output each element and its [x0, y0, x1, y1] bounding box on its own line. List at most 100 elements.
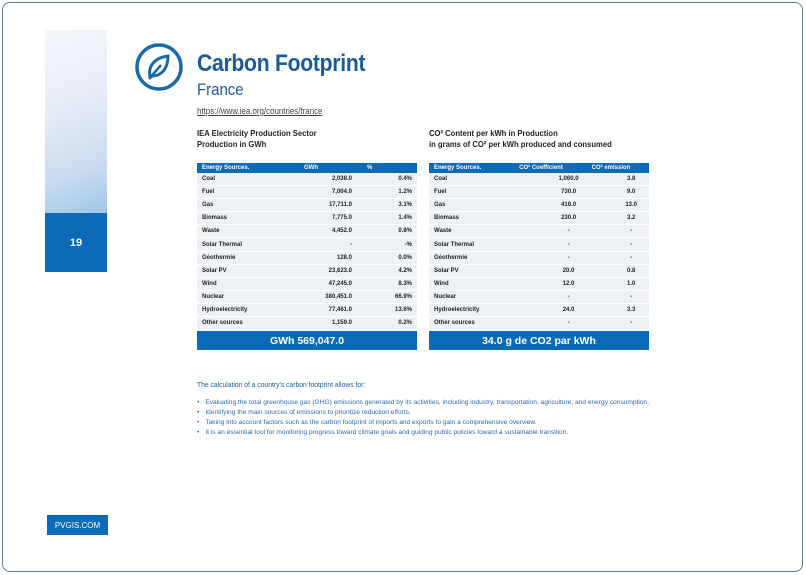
value-cell: - — [567, 320, 570, 327]
column-header: Energy Sources. — [434, 165, 482, 171]
source-cell: Nuclear — [434, 293, 457, 300]
table-row: Waste 4,452.0 0.8% — [197, 225, 417, 239]
value-cell: - — [630, 293, 633, 300]
value-cell: - — [630, 254, 633, 261]
value-cell: 4,452.0 — [331, 228, 352, 235]
value-cell: 3.1% — [398, 202, 412, 209]
source-cell: Coal — [202, 176, 216, 183]
value-cell: - — [630, 241, 633, 248]
value-cell: 12.0 — [562, 280, 575, 287]
value-cell: 17,711.0 — [328, 202, 352, 209]
value-cell: 24.0 — [562, 306, 575, 313]
value-cell: 9.0 — [626, 189, 636, 196]
value-cell: 4.2% — [398, 267, 412, 274]
list-item: Taking into account factors such as the … — [197, 418, 757, 428]
table-row: Solar Thermal - - — [429, 238, 649, 252]
source-cell: Waste — [202, 228, 220, 235]
list-item: Evaluating the total greenhouse gas (GHG… — [197, 398, 757, 408]
table-row: Gas 418.0 13.0 — [429, 199, 649, 213]
value-cell: 66.9% — [394, 293, 412, 300]
value-cell: 1.0 — [626, 280, 636, 287]
source-link[interactable]: https://www.iea.org/countries/france — [197, 106, 323, 116]
value-cell: 7,004.0 — [331, 189, 352, 196]
source-cell: Solar Thermal — [202, 241, 243, 248]
production-heading-line1: IEA Electricity Production Sector — [197, 128, 317, 138]
source-cell: Gas — [202, 202, 214, 209]
value-cell: 1,060.0 — [558, 176, 579, 183]
value-cell: 7,775.0 — [331, 215, 352, 222]
table-row: Solar PV 23,623.0 4.2% — [197, 264, 417, 278]
source-cell: Gas — [434, 202, 446, 209]
table-row: Coal 1,060.0 3.8 — [429, 173, 649, 187]
table-row: Fuel 7,004.0 1.2% — [197, 186, 417, 200]
page-number: 19 — [45, 213, 107, 272]
source-cell: Géothermie — [202, 254, 236, 261]
value-cell: 23,623.0 — [328, 267, 352, 274]
source-cell: Waste — [434, 228, 452, 235]
table-row: Fuel 730.0 9.0 — [429, 186, 649, 200]
source-cell: Other sources — [202, 320, 243, 327]
list-item: Identifying the main sources of emission… — [197, 408, 757, 418]
pvgis-link-button[interactable]: PVGIS.COM — [47, 515, 108, 535]
table-row: Géothermie 128.0 0.0% — [197, 251, 417, 265]
column-header: GWh — [304, 165, 318, 171]
value-cell: - — [350, 241, 352, 248]
table-row: Wind 12.0 1.0 — [429, 277, 649, 291]
value-cell: 77,461.0 — [328, 306, 352, 313]
table-row: Waste - - — [429, 225, 649, 239]
table-row: Nuclear 380,451.0 66.9% — [197, 290, 417, 304]
table-row: Solar Thermal - -% — [197, 238, 417, 252]
co2-heading: CO² Content per kWh in Production in gra… — [429, 128, 612, 150]
value-cell: 3.3 — [626, 306, 636, 313]
production-table: Energy Sources. GWh % Coal 2,038.0 0.4% Fue… — [197, 163, 417, 351]
value-cell: 0.2% — [398, 320, 412, 327]
value-cell: 0.0% — [398, 254, 412, 261]
value-cell: 1.2% — [398, 189, 412, 196]
value-cell: 0.8 — [626, 267, 636, 274]
leaf-circle-icon — [135, 43, 183, 91]
value-cell: - — [567, 254, 570, 261]
value-cell: 8.3% — [398, 280, 412, 287]
page-title: Carbon Footprint — [197, 50, 366, 77]
source-cell: Coal — [434, 176, 448, 183]
co2-total: 34.0 g de CO2 par kWh — [429, 331, 649, 351]
source-cell: Biomass — [434, 215, 460, 222]
notes-intro: The calculation of a country's carbon fo… — [197, 380, 366, 389]
table-row: Solar PV 20.0 0.8 — [429, 264, 649, 278]
table-header: Energy Sources. CO² Coefficient CO² emis… — [429, 163, 649, 173]
sidebar-image — [45, 30, 107, 213]
table-row: Hydroelectricity 77,461.0 13.6% — [197, 303, 417, 318]
table-row: Géothermie - - — [429, 251, 649, 265]
table-row: Hydroelectricity 24.0 3.3 — [429, 303, 649, 318]
table-row: Other sources 1,159.0 0.2% — [197, 317, 417, 331]
value-cell: - — [630, 228, 633, 235]
value-cell: 1.4% — [398, 215, 412, 222]
value-cell: 3.2 — [626, 215, 636, 222]
value-cell: - — [567, 228, 570, 235]
source-cell: Fuel — [202, 189, 215, 196]
value-cell: 230.0 — [561, 215, 577, 222]
column-header: % — [367, 165, 373, 171]
value-cell: 3.8 — [626, 176, 636, 183]
notes-list: Evaluating the total greenhouse gas (GHG… — [197, 398, 757, 438]
production-total: GWh 569,047.0 — [197, 331, 417, 351]
value-cell: 730.0 — [561, 189, 577, 196]
source-cell: Solar PV — [202, 267, 227, 274]
value-cell: - — [630, 320, 633, 327]
table-row: Biomass 230.0 3.2 — [429, 212, 649, 226]
value-cell: 13.0 — [625, 202, 637, 209]
table-header: Energy Sources. GWh % — [197, 163, 417, 173]
page-subtitle: France — [197, 80, 244, 99]
value-cell: 47,245.0 — [328, 280, 352, 287]
table-row: Biomass 7,775.0 1.4% — [197, 212, 417, 226]
co2-table: Energy Sources. CO² Coefficient CO² emis… — [429, 163, 649, 351]
table-row: Other sources - - — [429, 317, 649, 331]
value-cell: 13.6% — [394, 306, 412, 313]
source-cell: Hydroelectricity — [202, 306, 248, 313]
value-cell: 0.8% — [398, 228, 412, 235]
value-cell: 1,159.0 — [331, 320, 352, 327]
source-cell: Wind — [202, 280, 217, 287]
column-header: CO² Coefficient — [519, 165, 563, 171]
source-cell: Fuel — [434, 189, 447, 196]
